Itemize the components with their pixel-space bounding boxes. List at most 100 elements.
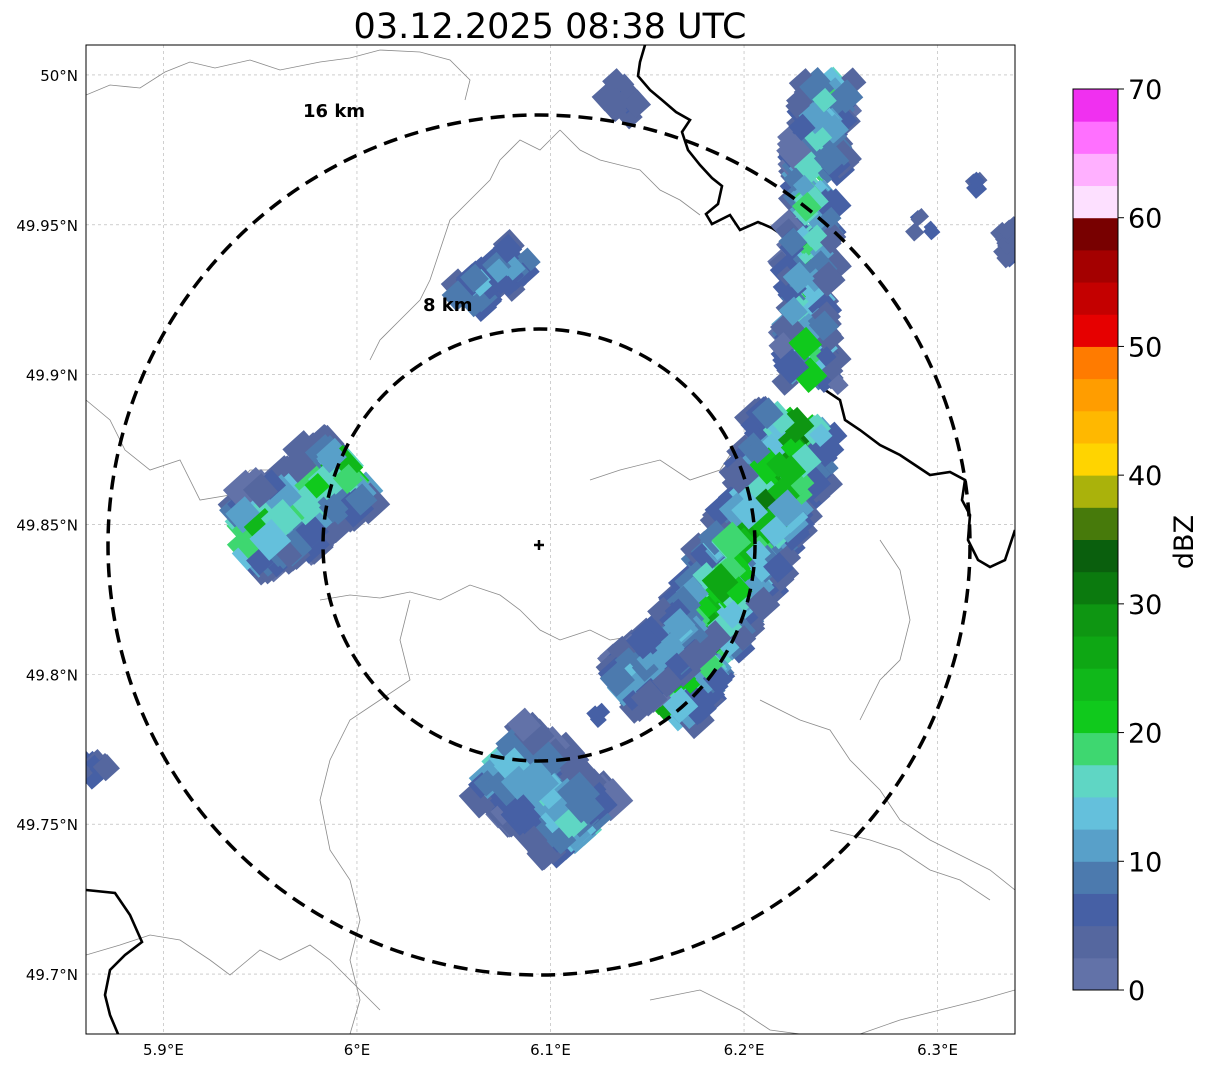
echo-pixel bbox=[763, 552, 794, 583]
lon-tick-label: 6.3°E bbox=[917, 1041, 958, 1059]
boundary-line bbox=[859, 539, 911, 721]
echo-pixel bbox=[701, 563, 739, 600]
echo-pixel bbox=[827, 374, 849, 396]
colorbar-tick-label: 60 bbox=[1128, 204, 1162, 235]
echo-pixel bbox=[731, 492, 769, 530]
echo-pixel bbox=[304, 473, 330, 499]
echo-pixel bbox=[905, 222, 925, 242]
range-label-16km: 16 km bbox=[303, 101, 365, 122]
echo-pixel bbox=[345, 483, 378, 516]
echo-pixel bbox=[492, 233, 523, 264]
echo-pixel bbox=[808, 423, 833, 448]
colorbar-tick-label: 40 bbox=[1128, 461, 1162, 492]
colorbar-swatch bbox=[1073, 925, 1118, 959]
range-ring-8km bbox=[321, 327, 757, 763]
colorbar-swatch bbox=[1073, 282, 1118, 315]
colorbar-swatch bbox=[1073, 121, 1118, 154]
colorbar-tick-label: 0 bbox=[1128, 976, 1145, 1007]
echo-pixel bbox=[812, 87, 837, 113]
colorbar-swatch bbox=[1073, 700, 1118, 734]
lat-tick-label: 49.7°N bbox=[26, 966, 78, 984]
boundary-line bbox=[319, 599, 411, 1034]
echo-pixel bbox=[773, 348, 810, 385]
echo-pixel bbox=[745, 438, 771, 464]
echo-pixel bbox=[599, 661, 635, 697]
colorbar-swatch bbox=[1073, 89, 1118, 122]
colorbar-swatch bbox=[1073, 249, 1118, 283]
echo-pixel bbox=[280, 446, 317, 483]
lat-tick-label: 49.9°N bbox=[26, 367, 78, 385]
echo-pixel bbox=[788, 113, 816, 141]
echo-pixel bbox=[630, 680, 668, 717]
echo-pixel bbox=[564, 788, 600, 824]
cell-northeast bbox=[964, 171, 988, 199]
colorbar-swatch bbox=[1073, 314, 1118, 347]
echo-pixel bbox=[751, 397, 784, 430]
colorbar-swatch bbox=[1073, 732, 1118, 766]
cell-east-edge bbox=[990, 216, 1015, 269]
echo-pixel bbox=[521, 758, 552, 789]
echo-pixel bbox=[808, 310, 840, 342]
echo-pixel bbox=[968, 175, 983, 190]
colorbar-ticks: 0 10 20 30 40 50 60 70 bbox=[1118, 75, 1162, 1007]
echo-pixel bbox=[249, 518, 292, 561]
echo-pixel bbox=[720, 456, 759, 494]
echo-pixel bbox=[506, 707, 541, 742]
echo-pixel bbox=[662, 687, 699, 724]
radar-site-marker bbox=[534, 540, 544, 550]
border-southwest bbox=[86, 888, 144, 1034]
lat-tick-label: 49.8°N bbox=[26, 666, 78, 684]
colorbar-swatch bbox=[1073, 442, 1118, 476]
echo-pixel bbox=[606, 91, 630, 115]
colorbar: 0 10 20 30 40 50 60 70 dBZ bbox=[1072, 75, 1200, 1007]
lon-tick-label: 6°E bbox=[344, 1041, 371, 1059]
lon-tick-label: 6.2°E bbox=[724, 1041, 765, 1059]
echo-pixel bbox=[745, 586, 781, 622]
colorbar-swatch bbox=[1073, 507, 1118, 540]
cell-northwest bbox=[440, 228, 541, 323]
echo-pixel bbox=[792, 174, 815, 197]
plot-title: 03.12.2025 08:38 UTC bbox=[354, 7, 747, 47]
echo-pixel bbox=[813, 143, 846, 176]
echo-pixel bbox=[594, 708, 607, 721]
colorbar-swatch bbox=[1073, 829, 1118, 862]
cell-west-edge bbox=[86, 748, 120, 790]
boundary-line bbox=[86, 399, 301, 501]
colorbar-swatch bbox=[1073, 346, 1118, 380]
boundary-line bbox=[589, 439, 741, 481]
boundary-line bbox=[649, 989, 801, 1034]
echo-pixel bbox=[773, 454, 807, 488]
lat-tick-label: 50°N bbox=[40, 67, 78, 85]
colorbar-frame bbox=[1072, 88, 1119, 991]
colorbar-tick-label: 30 bbox=[1128, 590, 1162, 621]
echo-pixel bbox=[459, 263, 489, 293]
boundary-line bbox=[859, 989, 1015, 1034]
colorbar-swatch bbox=[1073, 153, 1118, 187]
echo-pixel bbox=[778, 227, 808, 257]
colorbar-swatches bbox=[1073, 89, 1118, 991]
echo-pixel bbox=[622, 89, 652, 119]
boundaries bbox=[86, 49, 1015, 1034]
colorbar-swatch bbox=[1073, 217, 1118, 251]
echo-pixel bbox=[663, 608, 696, 641]
colorbar-swatch bbox=[1073, 957, 1118, 991]
colorbar-swatch bbox=[1073, 764, 1118, 798]
boundary-line bbox=[369, 129, 561, 361]
echo-pixel bbox=[816, 346, 837, 367]
range-label-8km: 8 km bbox=[423, 295, 473, 316]
echo-pixel bbox=[486, 258, 511, 283]
echo-pixel bbox=[613, 73, 635, 95]
boundary-line bbox=[759, 699, 1015, 891]
boundary-line bbox=[86, 934, 381, 1011]
boundary-line bbox=[86, 49, 471, 101]
echo-pixel bbox=[651, 666, 683, 698]
cell-south bbox=[458, 707, 634, 871]
map-frame bbox=[85, 44, 1016, 1035]
echo-pixel bbox=[276, 542, 303, 568]
colorbar-swatch bbox=[1073, 893, 1118, 927]
boundary-line bbox=[319, 584, 641, 641]
colorbar-swatch bbox=[1073, 475, 1118, 508]
colorbar-swatch bbox=[1073, 796, 1118, 830]
colorbar-swatch bbox=[1073, 668, 1118, 701]
cell-fleck bbox=[586, 702, 611, 729]
